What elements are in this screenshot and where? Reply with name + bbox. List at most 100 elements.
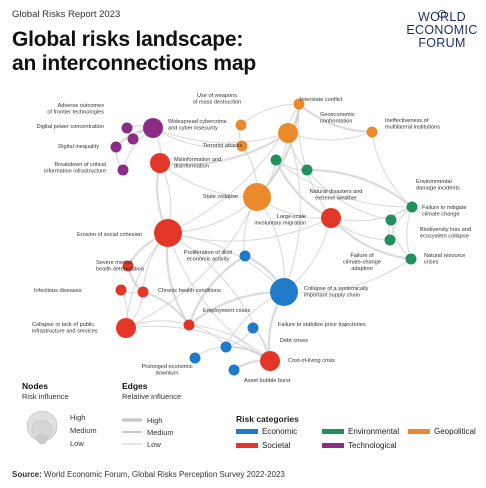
edge-cost-of-living-to-public-infrastructure bbox=[125, 325, 271, 362]
node-supply-chain[interactable] bbox=[270, 278, 298, 306]
node-cybercrime[interactable] bbox=[143, 118, 163, 138]
legend-nodes-title: Nodes bbox=[22, 381, 48, 391]
node-misinformation[interactable] bbox=[150, 153, 170, 173]
node-chronic-health[interactable] bbox=[137, 286, 149, 298]
legend-edge-high: High bbox=[147, 416, 163, 425]
legend-category-technological: Technological bbox=[322, 441, 396, 450]
node-label-misinformation: Misinformation and disinformation bbox=[174, 157, 221, 170]
node-geoeconomic[interactable] bbox=[278, 123, 298, 143]
node-label-employment: Employment crises bbox=[203, 308, 250, 314]
legend-category-geopolitical: Geopolitical bbox=[408, 427, 476, 436]
node-infectious[interactable] bbox=[115, 284, 127, 296]
node-label-chronic-health: Chronic health conditions bbox=[158, 288, 221, 294]
node-label-critical-infrastructure: Breakdown of critical information infrast… bbox=[44, 162, 106, 175]
node-label-env-damage: Environmental damage incidents bbox=[416, 179, 460, 192]
legend-node-low: Low bbox=[70, 439, 84, 448]
edge-geoeconomic-to-multilateral bbox=[287, 131, 373, 141]
edge-interstate-conflict-to-wmd bbox=[240, 103, 300, 126]
edge-supply-chain-to-social-cohesion bbox=[167, 232, 285, 293]
legend-category-label: Economic bbox=[262, 427, 298, 436]
node-asset-bubble[interactable] bbox=[228, 364, 240, 376]
node-label-price-trajectories: Failure to stabilize price trajectories bbox=[278, 322, 366, 328]
edge-employment-to-chronic-health bbox=[142, 290, 190, 326]
node-interstate-conflict[interactable] bbox=[293, 98, 305, 110]
node-wmd[interactable] bbox=[235, 119, 247, 131]
node-multilateral[interactable] bbox=[366, 126, 378, 138]
node-label-biodiversity: Biodiversity loss and ecosystem collapse bbox=[420, 227, 471, 240]
legend-category-label: Technological bbox=[348, 441, 397, 450]
legend-nodes-subtitle: Risk influence bbox=[22, 392, 69, 401]
node-cost-of-living[interactable] bbox=[260, 351, 280, 371]
node-label-cybercrime: Widespread cybercrime and cyber insecurit… bbox=[168, 119, 227, 132]
edge-public-infrastructure-to-state-collapse bbox=[125, 196, 258, 329]
report-name: Global Risks Report 2023 bbox=[12, 9, 121, 20]
node-mental-health[interactable] bbox=[122, 260, 134, 272]
legend-edges-title: Edges bbox=[122, 381, 148, 391]
source-text: World Economic Forum, Global Risks Perce… bbox=[44, 470, 285, 479]
node-label-multilateral: Ineffectiveness of multilateral instituti… bbox=[385, 118, 440, 131]
edge-cybercrime-to-geoeconomic bbox=[152, 127, 289, 144]
page-title: Global risks landscape: an interconnecti… bbox=[12, 28, 256, 76]
node-env-damage[interactable] bbox=[301, 164, 313, 176]
edge-cost-of-living-to-social-cohesion bbox=[167, 232, 271, 362]
node-climate-adaptation[interactable] bbox=[384, 234, 396, 246]
node-biodiversity[interactable] bbox=[385, 214, 397, 226]
node-price-trajectories[interactable] bbox=[247, 322, 259, 334]
legend-category-environmental: Environmental bbox=[322, 427, 399, 436]
node-label-digital-power: Digital power concentration bbox=[37, 124, 104, 130]
legend-category-label: Societal bbox=[262, 441, 291, 450]
nodes-layer bbox=[110, 98, 418, 376]
node-label-climate-mitigation: Failure to mitigate climate change bbox=[422, 205, 466, 218]
node-social-cohesion[interactable] bbox=[154, 219, 182, 247]
node-label-debt: Debt crises bbox=[280, 338, 308, 344]
node-debt[interactable] bbox=[220, 341, 232, 353]
node-label-climate-adaptation: Failure of climate-change adaption bbox=[343, 253, 381, 272]
node-label-cost-of-living: Cost-of-living crisis bbox=[288, 358, 335, 364]
node-natural-resource[interactable] bbox=[405, 253, 417, 265]
node-label-mental-health: Severe mental health deterioration bbox=[96, 260, 144, 273]
node-label-natural-resource: Natural resource crises bbox=[424, 253, 465, 266]
title-line-2: an interconnections map bbox=[12, 52, 256, 75]
node-state-collapse[interactable] bbox=[243, 183, 271, 211]
node-climate-mitigation[interactable] bbox=[406, 201, 418, 213]
node-label-infectious: Infectious diseases bbox=[34, 288, 82, 294]
edge-env-damage-to-biodiversity bbox=[306, 169, 392, 221]
node-employment[interactable] bbox=[183, 319, 195, 331]
node-label-state-collapse: State collapse bbox=[203, 194, 238, 200]
source-note: Source: World Economic Forum, Global Ris… bbox=[12, 470, 285, 479]
node-label-wmd: Use of weapons of mass destruction bbox=[193, 93, 242, 106]
node-label-public-infrastructure: Collapse or lack of public infrastructure… bbox=[32, 322, 98, 335]
labels-layer: Adverse outcomes of frontier technologies… bbox=[32, 93, 471, 384]
logo-line-3: FORUM bbox=[418, 36, 466, 50]
legend-edge-low: Low bbox=[147, 440, 161, 449]
node-label-involuntary-migration: Large-scale involuntary migration bbox=[254, 214, 306, 227]
node-label-terrorist: Terrorist attacks bbox=[203, 143, 243, 149]
legend-edges-subtitle: Relative influence bbox=[122, 392, 182, 401]
logo-line-2: ECONOMIC bbox=[406, 23, 478, 37]
node-terrorist[interactable] bbox=[236, 140, 248, 152]
edge-supply-chain-to-natural-resource bbox=[283, 258, 412, 294]
title-line-1: Global risks landscape: bbox=[12, 28, 244, 51]
node-digital-power[interactable] bbox=[127, 133, 139, 145]
node-involuntary-migration[interactable] bbox=[321, 208, 341, 228]
node-public-infrastructure[interactable] bbox=[116, 318, 136, 338]
node-adverse-frontier-tech[interactable] bbox=[121, 122, 133, 134]
geopolitical-swatch bbox=[408, 429, 430, 434]
edge-social-cohesion-to-state-collapse bbox=[167, 196, 258, 234]
node-digital-inequality[interactable] bbox=[110, 141, 122, 153]
node-label-illicit-activity: Proliferation of illicit economic activit… bbox=[184, 250, 233, 263]
node-critical-infrastructure[interactable] bbox=[117, 164, 129, 176]
node-illicit-activity[interactable] bbox=[239, 250, 251, 262]
edge-debt-to-employment bbox=[188, 324, 227, 348]
node-downturn[interactable] bbox=[189, 352, 201, 364]
legend-node-high: High bbox=[70, 413, 86, 422]
edge-social-cohesion-to-cost-of-living bbox=[167, 232, 271, 362]
societal-swatch bbox=[236, 443, 258, 448]
node-natural-disasters[interactable] bbox=[270, 154, 282, 166]
legend-node-low-shape bbox=[36, 433, 48, 445]
node-label-digital-inequality: Digital inequality bbox=[58, 144, 99, 150]
legend-edge-medium: Medium bbox=[147, 428, 174, 437]
logo-line-1: WORLD bbox=[417, 10, 467, 24]
edges-layer bbox=[115, 103, 413, 371]
